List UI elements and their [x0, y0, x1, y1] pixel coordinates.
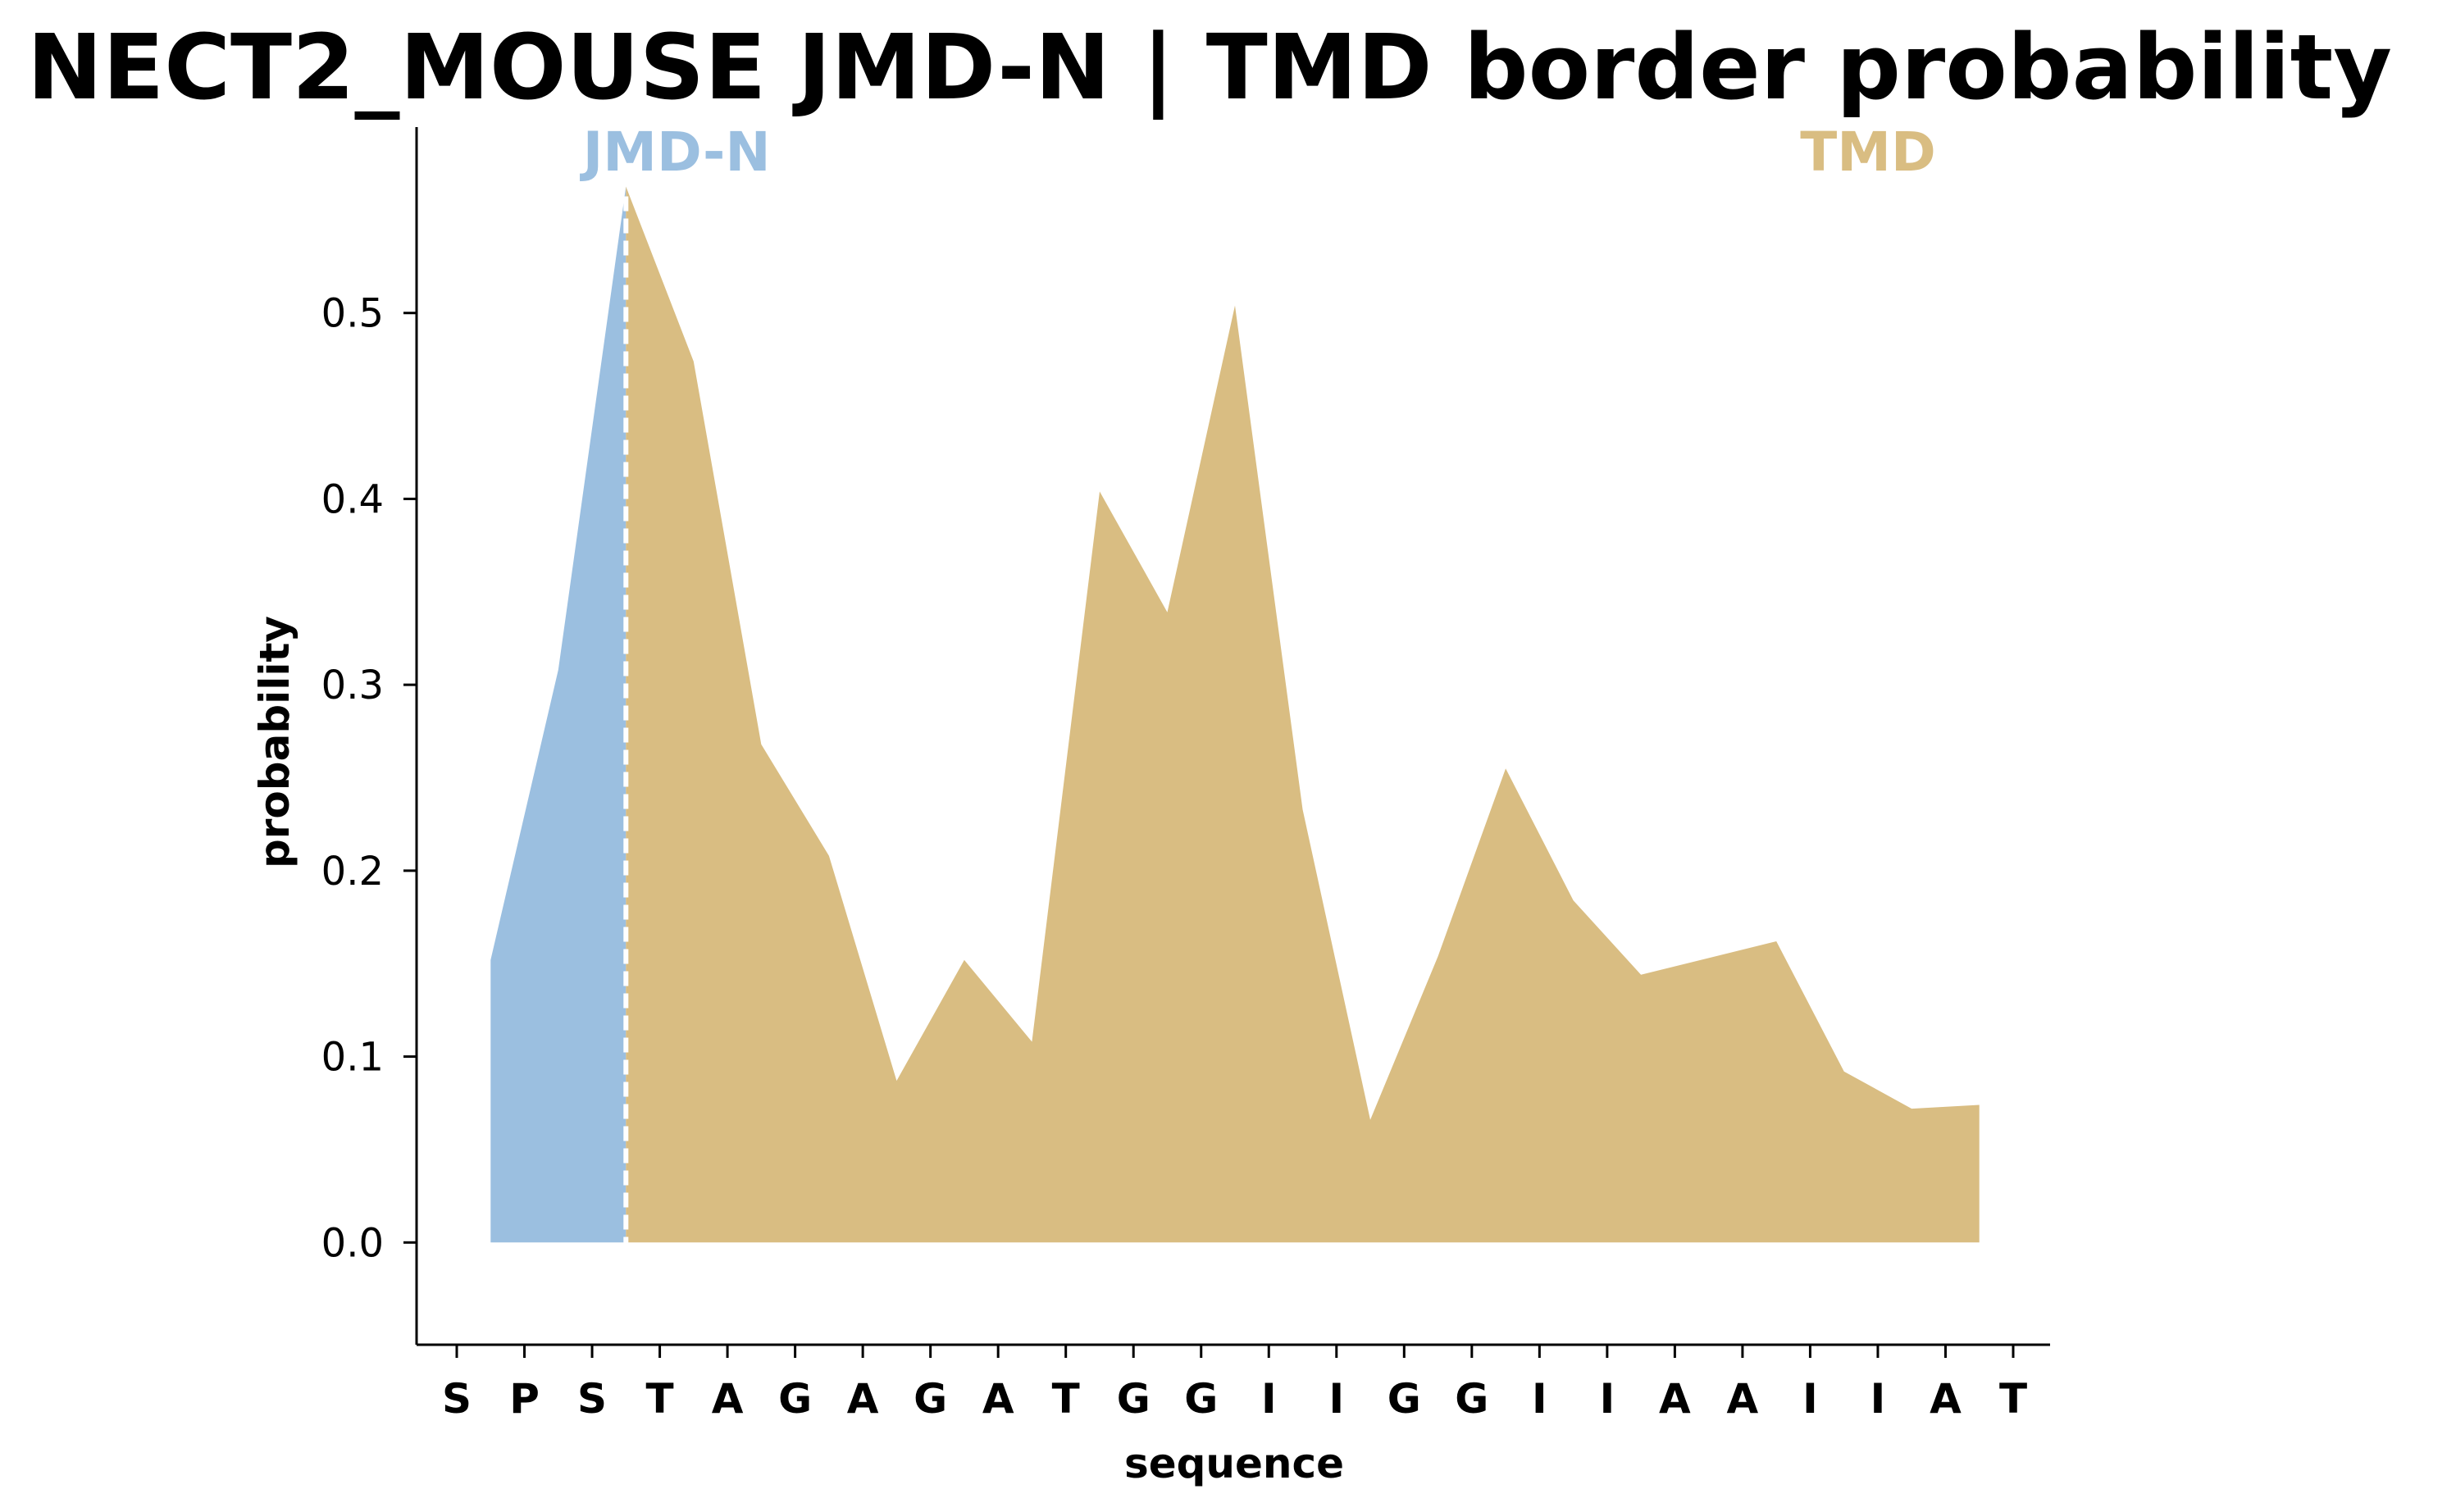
x-tick-label: A: [1930, 1375, 1962, 1423]
x-tick-label: T: [1999, 1375, 2027, 1423]
x-tick-label: P: [509, 1375, 540, 1423]
x-tick-label: I: [1600, 1375, 1615, 1423]
y-tick-label: 0.2: [321, 849, 384, 895]
y-tick-label: 0.4: [321, 476, 384, 522]
axes-layer: [415, 127, 2050, 1346]
y-tick-label: 0.5: [321, 291, 384, 337]
y-axis-label: probability: [251, 616, 298, 868]
x-tick-label: T: [646, 1375, 674, 1423]
y-axis-ticks: 0.0 0.1 0.2 0.3 0.4 0.5: [321, 291, 417, 1266]
y-tick-label: 0.1: [321, 1035, 384, 1081]
tmd-area: [626, 186, 1980, 1243]
chart-title: NECT2_MOUSE JMD-N | TMD border probabili…: [27, 15, 2392, 121]
x-tick-label: I: [1802, 1375, 1818, 1423]
x-tick-label: G: [914, 1375, 947, 1423]
x-tick-label: I: [1870, 1375, 1886, 1423]
region-label-jmd-n: JMD-N: [580, 121, 771, 184]
x-tick-label: G: [1455, 1375, 1488, 1423]
y-tick-label: 0.0: [321, 1220, 384, 1266]
y-tick-label: 0.3: [321, 663, 384, 708]
x-tick-label: A: [1727, 1375, 1759, 1423]
region-labels: JMD-N TMD: [580, 121, 1936, 184]
x-tick-label: I: [1261, 1375, 1277, 1423]
x-tick-label: I: [1328, 1375, 1344, 1423]
jmd-n-area: [490, 186, 627, 1243]
x-tick-label: T: [1052, 1375, 1080, 1423]
x-tick-label: G: [1184, 1375, 1218, 1423]
x-tick-label: G: [778, 1375, 812, 1423]
x-tick-label: S: [577, 1375, 607, 1423]
x-tick-label: G: [1117, 1375, 1151, 1423]
region-label-tmd: TMD: [1800, 121, 1935, 184]
x-tick-label: A: [1659, 1375, 1691, 1423]
x-tick-label: I: [1532, 1375, 1547, 1423]
x-tick-label: S: [442, 1375, 472, 1423]
x-tick-label: A: [847, 1375, 879, 1423]
x-tick-label: A: [982, 1375, 1014, 1423]
x-tick-label: G: [1387, 1375, 1421, 1423]
x-axis-label: sequence: [1124, 1440, 1344, 1487]
x-tick-label: A: [712, 1375, 744, 1423]
area-layer: [490, 186, 1980, 1243]
